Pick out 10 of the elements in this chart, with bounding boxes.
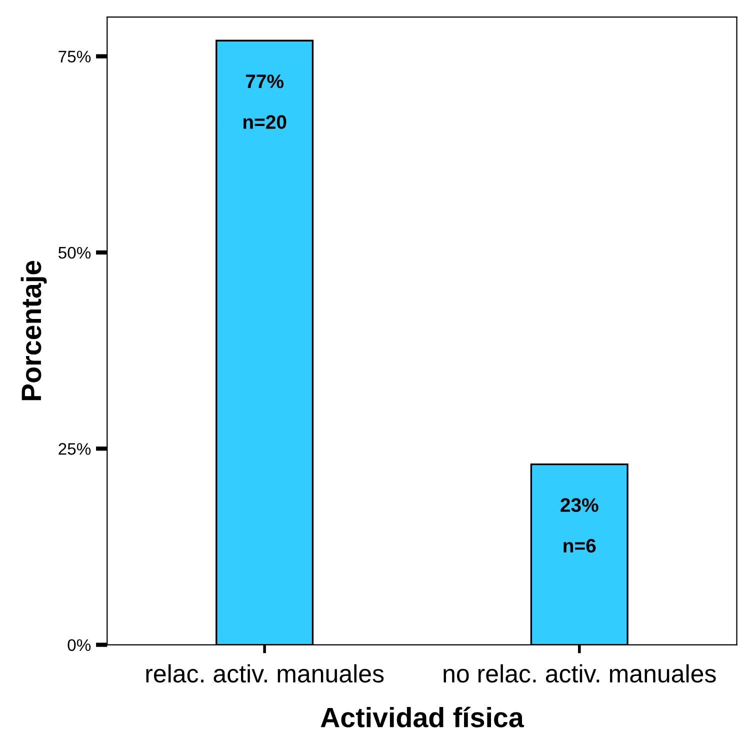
y-tick-label: 75% — [58, 50, 91, 62]
y-tick-label: 50% — [58, 246, 91, 259]
y-axis-title: Porcentaje — [20, 260, 47, 400]
text: 77% n=20 — [243, 74, 286, 129]
y-tick-label: 0% — [68, 639, 91, 651]
text: 23% n=6 — [560, 498, 598, 553]
y-tick-label: 25% — [58, 443, 91, 455]
x-axis-title: Actividad física — [320, 706, 524, 728]
x-tick-label: no relac. activ. manuales — [444, 664, 716, 683]
x-tick-label: relac. activ. manuales — [146, 664, 384, 683]
